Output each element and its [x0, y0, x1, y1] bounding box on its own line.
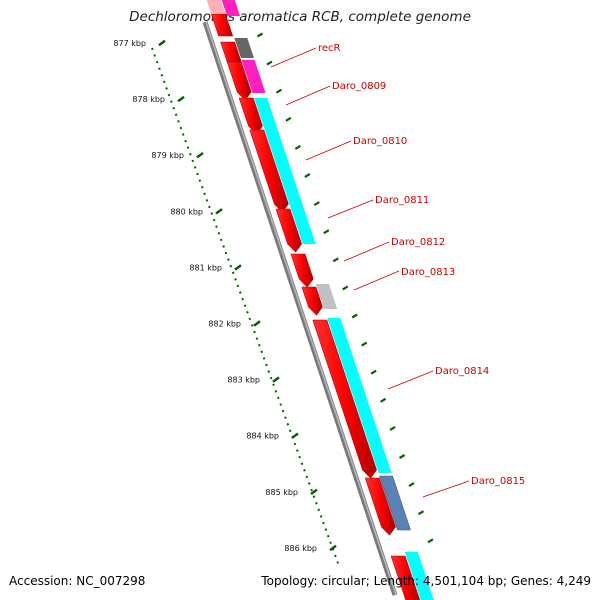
inner-tick: [313, 201, 320, 207]
inner-tick: [361, 341, 368, 347]
inner-tick: [398, 454, 406, 459]
scale-label: 884 kbp: [246, 432, 279, 441]
scale-label: 886 kbp: [284, 544, 317, 553]
gene-category-block[interactable]: [379, 475, 411, 531]
scale-label: 881 kbp: [189, 263, 222, 272]
gene-category-block[interactable]: [221, 0, 241, 16]
scale-tick: [310, 488, 318, 496]
backbone-line: [202, 21, 398, 596]
label-recR[interactable]: recR: [318, 43, 341, 54]
scale-track: [151, 47, 340, 567]
gene-labels: recR Daro_0809 Daro_0810 Daro_0811 Daro_…: [270, 43, 525, 498]
backbone-highlight: [205, 21, 397, 596]
gene-cds-arrow[interactable]: [210, 13, 234, 37]
scale-label: 880 kbp: [170, 207, 203, 216]
inner-tick: [323, 229, 330, 235]
inner-tick: [294, 144, 301, 150]
leader-daro-0812: [343, 241, 390, 262]
label-daro-0811[interactable]: Daro_0811: [375, 195, 429, 206]
scale-tick: [234, 264, 242, 271]
scale-ticks: 877 kbp 878 kbp 879 kbp 880 kbp 881 kbp 882 k…: [113, 39, 337, 553]
scale-tick: [215, 208, 223, 215]
leader-daro-0813: [353, 270, 400, 291]
gene-cds-arrow[interactable]: [290, 253, 314, 288]
scale-tick: [158, 39, 166, 47]
topology-text: Topology: circular; Length: 4,501,104 bp…: [261, 574, 591, 588]
label-daro-0809[interactable]: Daro_0809: [332, 81, 386, 92]
scale-tick: [253, 320, 261, 327]
leader-daro-0810: [305, 140, 352, 161]
scale-dotted-line: [151, 47, 340, 567]
inner-tick: [380, 397, 387, 403]
scale-tick: [196, 151, 204, 159]
scale-tick: [177, 95, 185, 103]
inner-tick: [275, 88, 283, 94]
inner-tick: [285, 116, 292, 122]
gene-cds-arrow[interactable]: [390, 555, 421, 600]
label-daro-0812[interactable]: Daro_0812: [391, 237, 445, 248]
inner-tick: [427, 538, 434, 544]
gene-cds-arrow[interactable]: [301, 286, 323, 316]
scale-label: 878 kbp: [132, 95, 165, 104]
gene-cds-arrow[interactable]: [249, 129, 289, 213]
label-daro-0814[interactable]: Daro_0814: [435, 366, 489, 377]
leader-daro-0809: [285, 85, 331, 106]
gene-cds-fragment[interactable]: [206, 0, 226, 14]
scale-label: 877 kbp: [113, 39, 146, 48]
leader-daro-0815: [422, 480, 470, 498]
inner-tick: [256, 32, 264, 38]
inner-tick: [266, 60, 273, 66]
scale-label: 885 kbp: [265, 488, 298, 497]
inner-ticks: [256, 32, 434, 544]
gene-cds-arrow[interactable]: [364, 477, 396, 536]
gene-cds-arrow[interactable]: [226, 61, 252, 101]
gene-category-block[interactable]: [315, 284, 338, 309]
inner-tick: [342, 285, 349, 291]
accession-text: Accession: NC_007298: [9, 574, 146, 588]
leader-daro-0811: [327, 199, 374, 219]
scale-label: 882 kbp: [208, 320, 241, 329]
leader-daro-0814: [387, 370, 434, 390]
gene-category-block[interactable]: [234, 38, 254, 58]
gene-cds-arrow[interactable]: [275, 208, 302, 253]
inner-tick: [370, 369, 377, 375]
backbone: [202, 21, 398, 596]
scale-tick: [329, 544, 337, 552]
gene-category-block[interactable]: [404, 552, 434, 600]
scale-label: 879 kbp: [151, 151, 184, 160]
gene-category-block[interactable]: [241, 60, 266, 93]
scale-tick: [291, 432, 299, 439]
inner-tick: [389, 425, 396, 431]
inner-tick: [408, 482, 415, 488]
scale-tick: [272, 376, 280, 383]
scale-label: 883 kbp: [227, 376, 260, 385]
inner-tick: [332, 257, 339, 263]
leader-recR: [270, 47, 317, 68]
gene-cds-arrow[interactable]: [312, 319, 377, 479]
label-daro-0815[interactable]: Daro_0815: [471, 476, 525, 487]
gene-category-block[interactable]: [327, 318, 392, 473]
inner-tick: [351, 313, 358, 319]
label-daro-0813[interactable]: Daro_0813: [401, 267, 455, 278]
gene-track: [206, 0, 434, 600]
label-daro-0810[interactable]: Daro_0810: [353, 136, 407, 147]
inner-tick: [417, 510, 425, 516]
gene-category-block[interactable]: [254, 98, 316, 244]
inner-tick: [304, 173, 311, 178]
